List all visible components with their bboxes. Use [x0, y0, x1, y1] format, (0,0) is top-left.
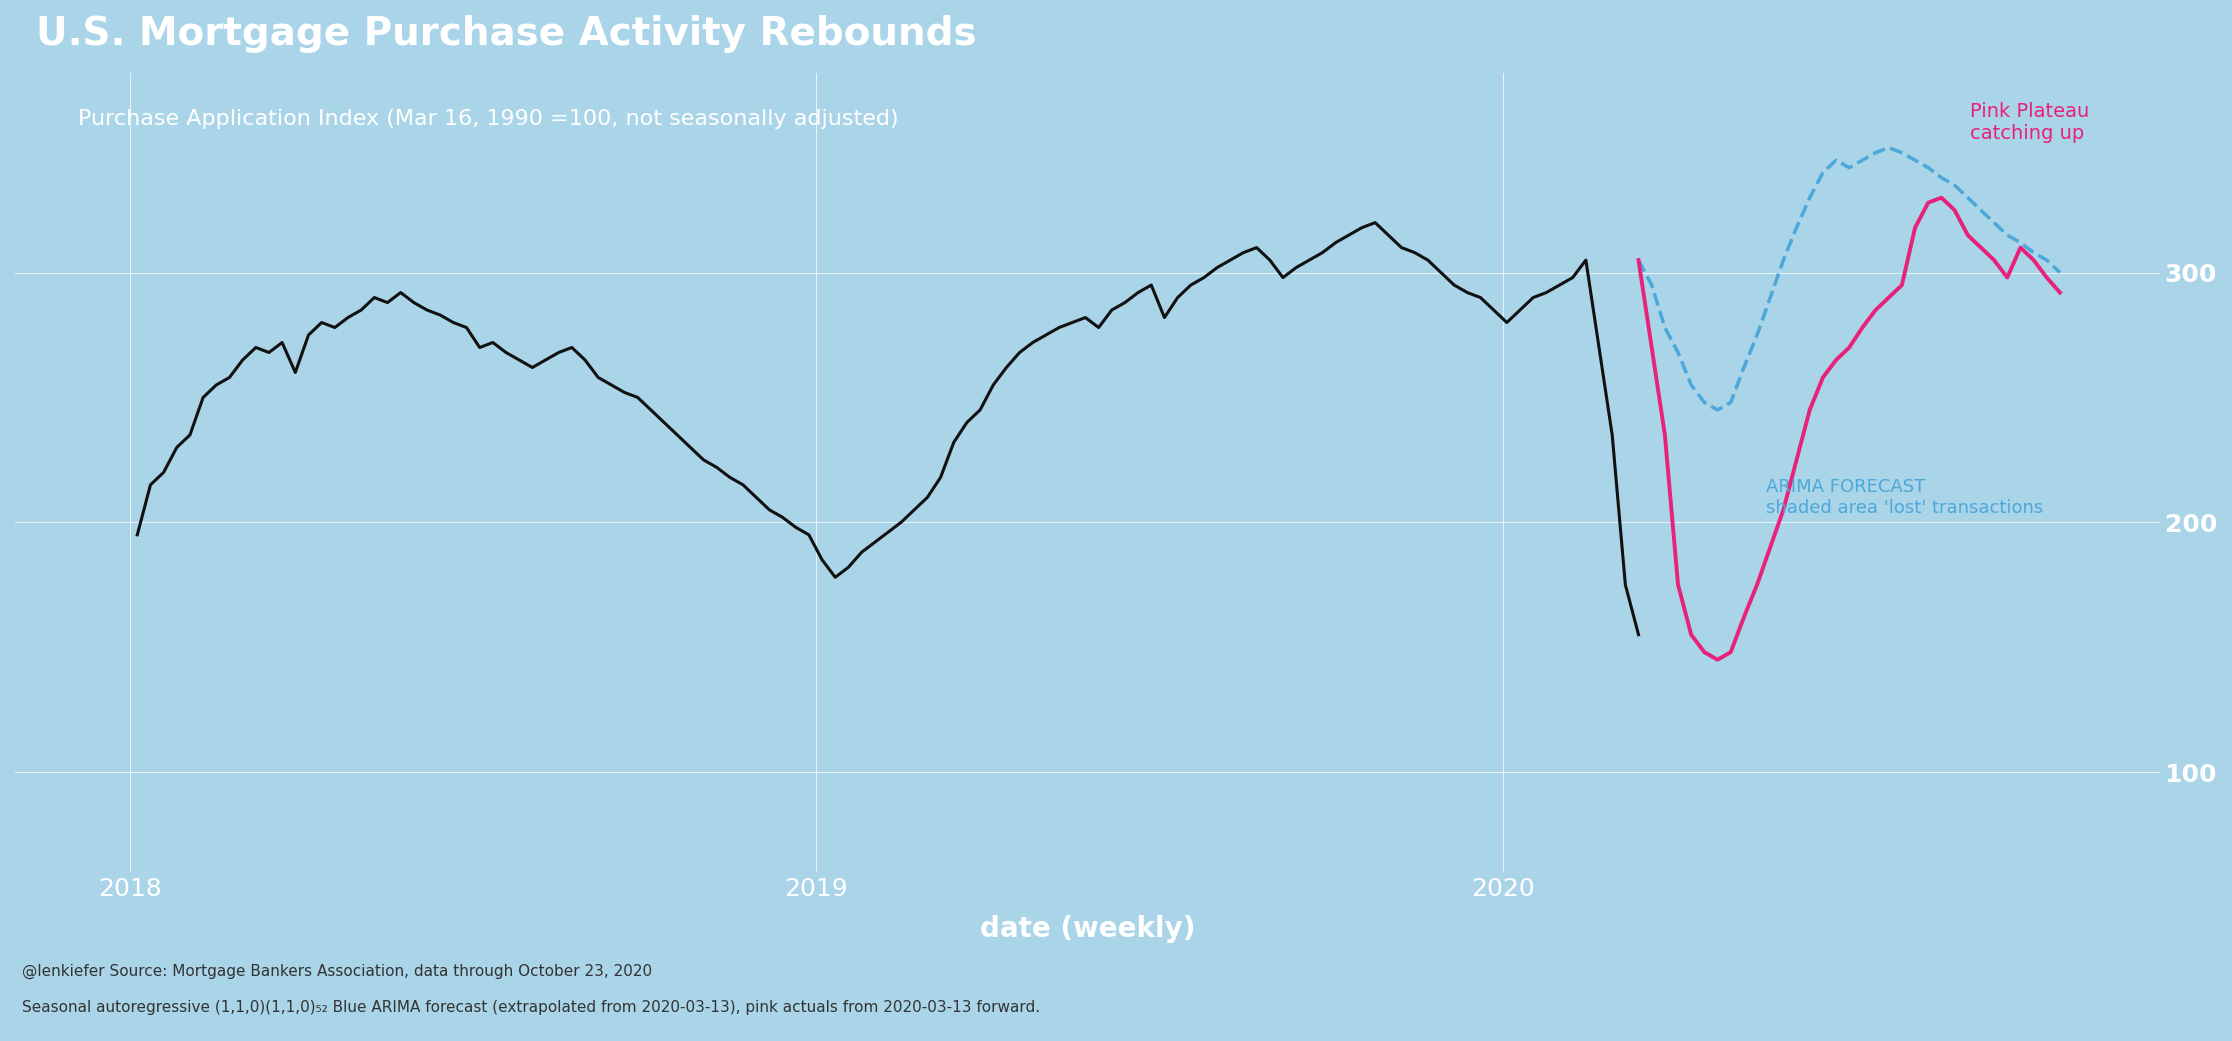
Text: U.S. Mortgage Purchase Activity Rebounds: U.S. Mortgage Purchase Activity Rebounds [36, 15, 978, 53]
Text: Purchase Application Index (Mar 16, 1990 =100, not seasonally adjusted): Purchase Application Index (Mar 16, 1990… [78, 109, 899, 129]
X-axis label: date (weekly): date (weekly) [980, 915, 1194, 943]
Text: @lenkiefer Source: Mortgage Bankers Association, data through October 23, 2020: @lenkiefer Source: Mortgage Bankers Asso… [22, 963, 652, 979]
Text: Pink Plateau
catching up: Pink Plateau catching up [1969, 102, 2089, 144]
Text: ARIMA FORECAST
shaded area 'lost' transactions: ARIMA FORECAST shaded area 'lost' transa… [1766, 478, 2045, 516]
Text: Seasonal autoregressive (1,1,0)(1,1,0)₅₂ Blue ARIMA forecast (extrapolated from : Seasonal autoregressive (1,1,0)(1,1,0)₅₂… [22, 1000, 1040, 1015]
